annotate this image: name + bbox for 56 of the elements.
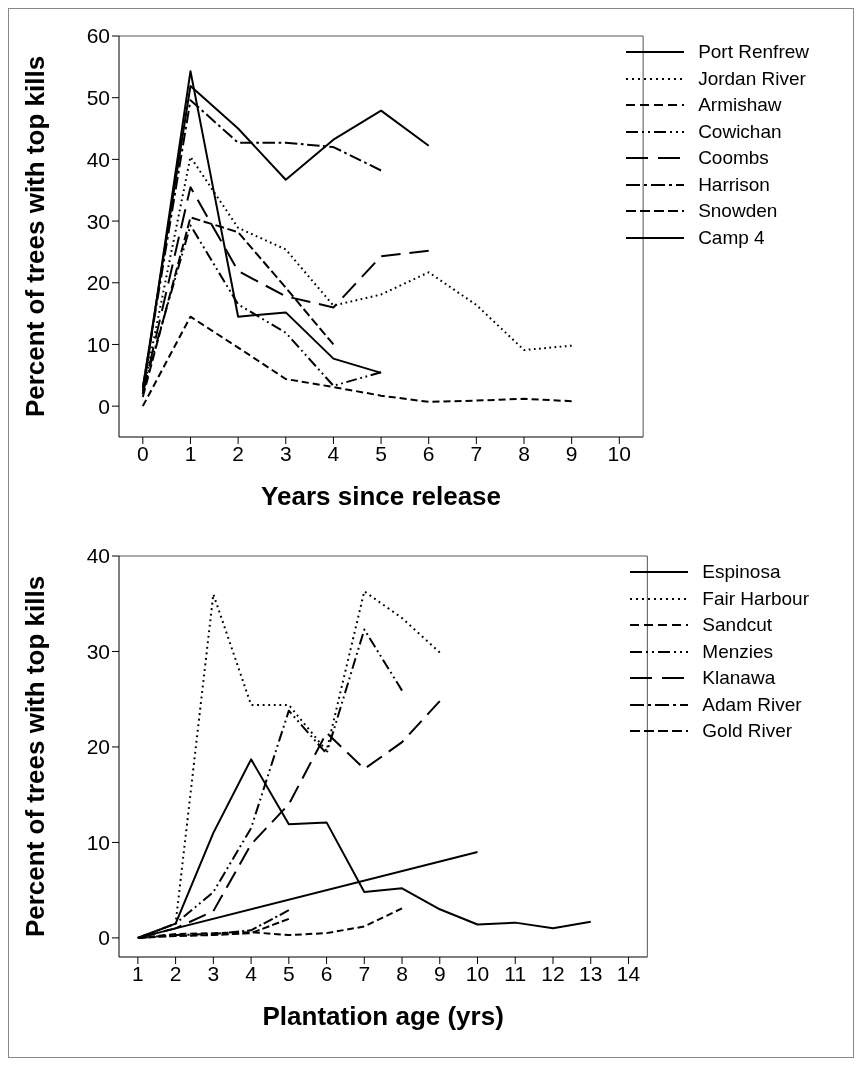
x-tick-label: 3 <box>207 961 220 985</box>
x-tick-label: 6 <box>320 961 333 985</box>
y-tick-label: 60 <box>86 24 110 48</box>
x-tick-label: 1 <box>132 961 144 985</box>
x-tick-label: 10 <box>607 441 631 465</box>
legend-label: Jordan River <box>698 66 806 91</box>
x-tick-label: 13 <box>579 961 603 985</box>
y-tick-label: 10 <box>86 830 110 854</box>
x-tick-label: 7 <box>470 441 483 465</box>
legend-label: Armishaw <box>698 93 782 117</box>
legend-label: Snowden <box>698 199 778 223</box>
x-tick-label: 14 <box>616 961 641 985</box>
x-tick-label: 8 <box>518 441 530 465</box>
y-tick-label: 40 <box>86 147 110 171</box>
y-tick-label: 40 <box>86 544 110 568</box>
x-tick-label: 3 <box>279 441 292 465</box>
legend-label: Cowichan <box>698 119 782 144</box>
x-tick-label: 2 <box>232 441 244 465</box>
y-tick-label: 30 <box>86 209 110 233</box>
y-axis-title: Percent of trees with top kills <box>20 575 51 938</box>
x-tick-label: 9 <box>433 961 446 985</box>
x-tick-label: 8 <box>396 961 408 985</box>
legend-label: Coombs <box>698 146 769 170</box>
x-tick-label: 9 <box>565 441 578 465</box>
x-tick-label: 0 <box>136 441 149 465</box>
x-tick-label: 6 <box>422 441 435 465</box>
x-tick-label: 5 <box>282 961 295 985</box>
x-axis-title: Years since release <box>261 481 502 511</box>
x-tick-label: 11 <box>504 961 527 985</box>
y-tick-label: 20 <box>86 735 110 759</box>
x-tick-label: 4 <box>245 961 258 985</box>
x-axis-title: Plantation age (yrs) <box>262 1001 504 1031</box>
legend-label: Harrison <box>698 172 770 197</box>
x-tick-label: 4 <box>327 441 340 465</box>
y-tick-label: 0 <box>98 394 110 418</box>
legend-label: Port Renfrew <box>698 40 809 64</box>
legend-label: Gold River <box>702 719 793 743</box>
y-tick-label: 50 <box>86 86 110 110</box>
x-tick-label: 2 <box>169 961 182 985</box>
legend-label: Camp 4 <box>698 225 765 250</box>
y-tick-label: 0 <box>98 926 110 950</box>
y-tick-label: 30 <box>86 639 110 663</box>
y-tick-label: 10 <box>86 332 110 356</box>
x-tick-label: 12 <box>541 961 565 985</box>
legend-label: Menzies <box>702 639 774 664</box>
legend-label: Sandcut <box>702 613 773 637</box>
y-axis-title: Percent of trees with top kills <box>20 55 51 418</box>
x-tick-label: 1 <box>184 441 197 465</box>
legend-label: Adam River <box>702 692 802 717</box>
x-tick-label: 7 <box>358 961 371 985</box>
x-tick-label: 5 <box>375 441 387 465</box>
x-tick-label: 10 <box>465 961 490 985</box>
y-tick-label: 20 <box>86 271 110 295</box>
legend-label: Klanawa <box>702 666 776 690</box>
legend-label: Fair Harbour <box>702 586 809 611</box>
legend-label: Espinosa <box>702 560 781 584</box>
